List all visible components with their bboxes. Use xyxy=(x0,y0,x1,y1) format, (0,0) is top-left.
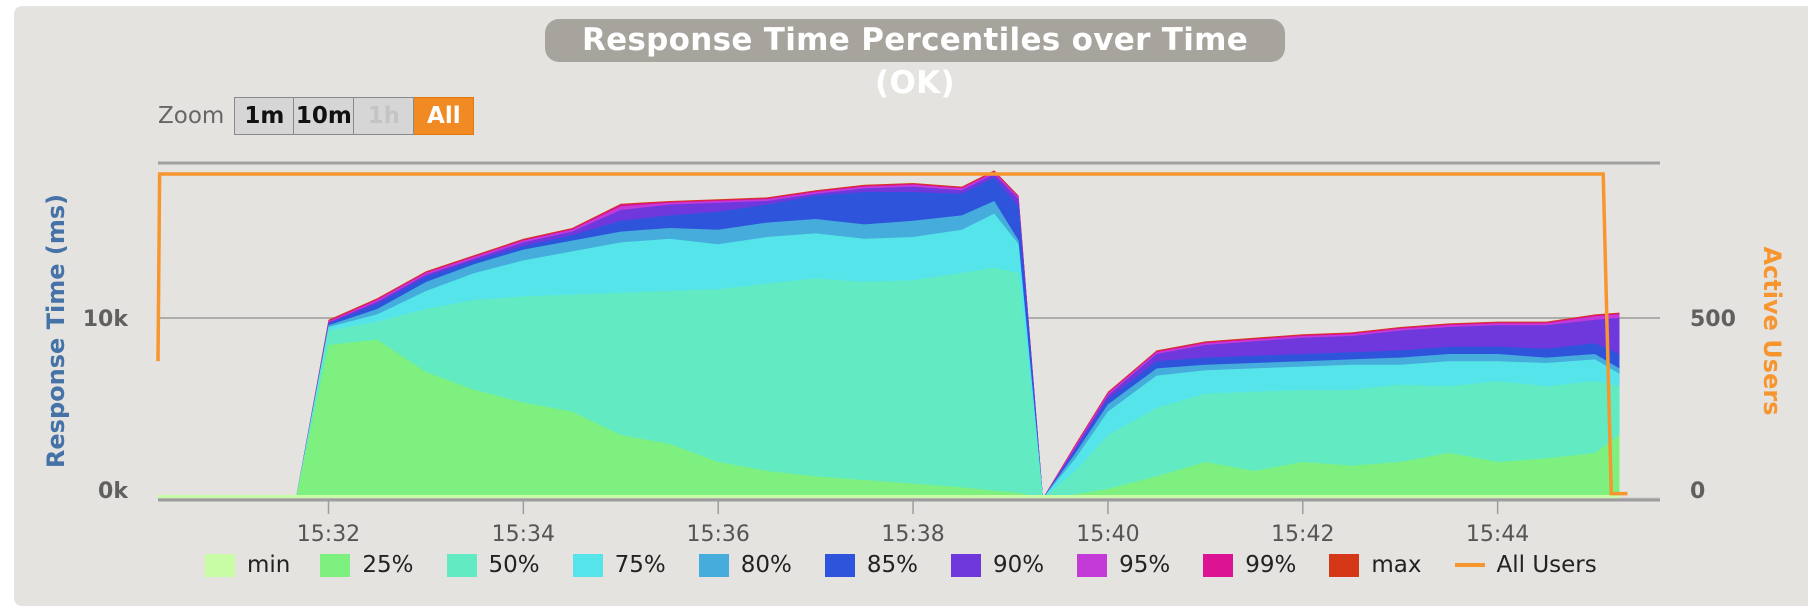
legend-item-all-users[interactable]: All Users xyxy=(1454,552,1597,578)
zoom-label: Zoom xyxy=(158,103,225,129)
legend-item-80p[interactable]: 80% xyxy=(698,552,792,578)
y2-tick-label: 500 xyxy=(1690,307,1736,332)
x-tick-label: 15:32 xyxy=(297,522,360,547)
legend-label: 80% xyxy=(740,552,792,578)
legend-swatch xyxy=(446,553,477,577)
legend-line-swatch xyxy=(1454,563,1485,567)
legend-item-75p[interactable]: 75% xyxy=(572,552,666,578)
y2-tick-label: 0 xyxy=(1690,479,1705,504)
legend-item-max[interactable]: max xyxy=(1329,552,1422,578)
legend-item-99p[interactable]: 99% xyxy=(1203,552,1296,578)
chart-title: Response Time Percentiles over Time (OK) xyxy=(545,19,1285,101)
legend-swatch xyxy=(824,553,855,577)
legend-item-90p[interactable]: 90% xyxy=(951,552,1044,578)
series-min-band xyxy=(158,495,1620,498)
legend-swatch xyxy=(572,553,603,577)
legend: min 25% 50% 75% 80% 85% 90% 95% 99% max All Users xyxy=(205,550,1597,580)
legend-label: All Users xyxy=(1496,552,1597,578)
legend-item-50p[interactable]: 50% xyxy=(446,552,540,578)
zoom-selector: Zoom 1m 10m 1h All xyxy=(158,96,475,136)
users-line xyxy=(156,172,1628,496)
legend-swatch xyxy=(1077,553,1108,577)
y-axis-title: Response Time (ms) xyxy=(42,194,70,468)
legend-swatch xyxy=(951,553,981,577)
legend-label: 50% xyxy=(488,552,540,578)
x-tick-label: 15:38 xyxy=(881,522,944,547)
legend-item-95p[interactable]: 95% xyxy=(1077,552,1170,578)
legend-label: 95% xyxy=(1119,552,1171,578)
legend-label: max xyxy=(1371,552,1422,578)
x-tick-label: 15:36 xyxy=(687,522,750,547)
legend-label: min xyxy=(247,552,291,578)
legend-swatch xyxy=(320,553,351,577)
legend-item-85p[interactable]: 85% xyxy=(824,552,918,578)
legend-item-25p[interactable]: 25% xyxy=(320,552,414,578)
legend-swatch xyxy=(1329,553,1360,577)
legend-label: 99% xyxy=(1245,552,1297,578)
y-tick-label: 10k xyxy=(83,307,130,332)
x-tick-label: 15:40 xyxy=(1076,522,1139,547)
legend-label: 25% xyxy=(362,552,414,578)
zoom-10m-button[interactable]: 10m xyxy=(294,97,355,135)
zoom-all-button[interactable]: All xyxy=(414,97,475,135)
series-area-25p xyxy=(158,339,1620,498)
zoom-1m-button[interactable]: 1m xyxy=(234,97,295,135)
x-tick-label: 15:44 xyxy=(1466,522,1529,547)
legend-swatch xyxy=(698,553,729,577)
legend-label: 75% xyxy=(614,552,666,578)
legend-item-min[interactable]: min xyxy=(205,552,290,578)
y-tick-label: 0k xyxy=(98,479,129,504)
y2-axis-title: Active Users xyxy=(1758,247,1786,416)
legend-swatch xyxy=(1203,553,1234,577)
legend-label: 85% xyxy=(866,552,918,578)
x-tick-label: 15:34 xyxy=(492,522,555,547)
legend-label: 90% xyxy=(993,552,1045,578)
x-tick-label: 15:42 xyxy=(1271,522,1334,547)
legend-swatch xyxy=(205,553,235,577)
zoom-1h-button: 1h xyxy=(354,97,415,135)
